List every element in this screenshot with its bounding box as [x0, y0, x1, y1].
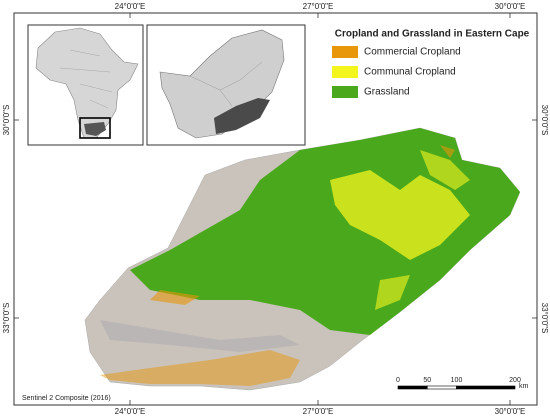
source-note: Sentinel 2 Composite (2016): [22, 395, 111, 402]
latitude-label: 33°0'0"S: [540, 303, 549, 334]
longitude-label: 30°0'0"E: [495, 2, 526, 11]
legend: Commercial Cropland Communal Cropland Gras…: [332, 46, 461, 98]
south-africa-inset: [146, 24, 306, 146]
legend-label: Commercial Cropland: [364, 47, 461, 58]
africa-inset: [27, 24, 144, 146]
bare-land: [100, 320, 300, 352]
scale-segment: [397, 385, 428, 390]
legend-swatch: [332, 46, 358, 58]
africa-shape: [35, 27, 139, 139]
communal-cropland-area: [420, 150, 470, 190]
longitude-label: 24°0'0"E: [115, 2, 146, 11]
eastern-cape-map: [84, 127, 521, 391]
province-borders: [189, 61, 263, 107]
scale-segment: [426, 385, 457, 390]
south-africa-mini: [84, 122, 106, 136]
scale-segment: [456, 385, 516, 390]
longitude-label: 24°0'0"E: [115, 407, 146, 416]
inset-highlight: [79, 117, 111, 139]
latitude-label: 30°0'0"S: [540, 105, 549, 136]
communal-cropland-area: [375, 275, 410, 310]
communal-cropland-area: [330, 170, 470, 260]
legend-label: Communal Cropland: [364, 67, 456, 78]
scale-unit: km: [519, 383, 529, 390]
graticule-ticks: [14, 13, 537, 405]
scale-label: 200: [509, 377, 521, 384]
scale-label: 0: [396, 377, 400, 384]
scale-label: 100: [451, 377, 463, 384]
longitude-label: 27°0'0"E: [303, 2, 334, 11]
legend-label: Grassland: [364, 87, 410, 98]
latitude-label: 30°0'0"S: [2, 105, 11, 136]
country-borders: [59, 49, 113, 109]
longitude-label: 27°0'0"E: [303, 407, 334, 416]
scale-label: 50: [423, 377, 431, 384]
eastern-cape-highlight: [214, 98, 270, 134]
commercial-cropland-area: [100, 350, 300, 386]
latitude-label: 33°0'0"S: [2, 303, 11, 334]
longitude-label: 30°0'0"E: [495, 407, 526, 416]
legend-swatch: [332, 86, 358, 98]
legend-swatch: [332, 66, 358, 78]
map-title: Cropland and Grassland in Eastern Cape: [335, 29, 530, 40]
